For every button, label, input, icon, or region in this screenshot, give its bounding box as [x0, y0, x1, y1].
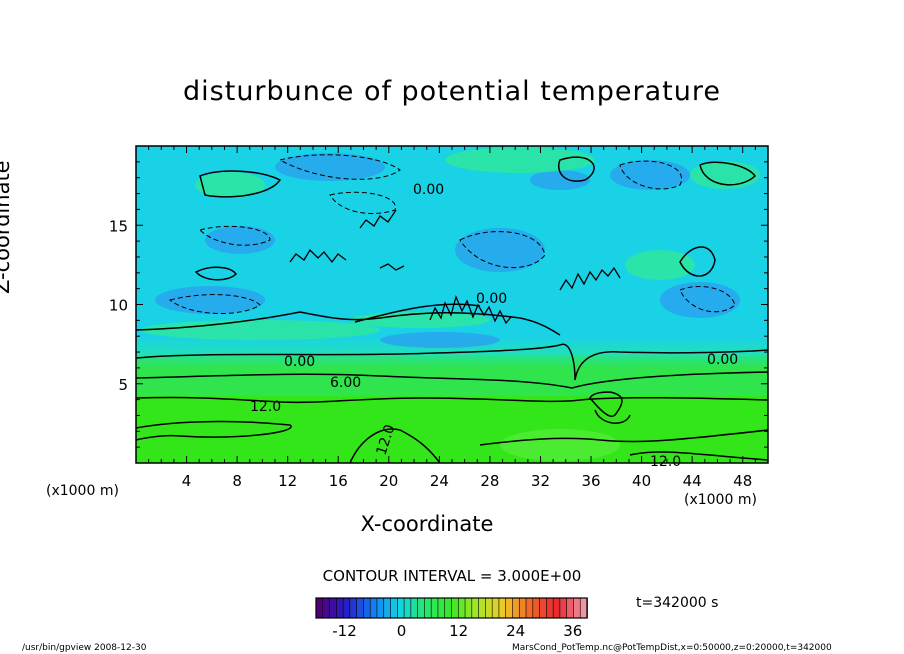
convective-cells — [289, 209, 621, 325]
contour-interval: CONTOUR INTERVAL = 3.000E+00 — [322, 567, 582, 585]
y-axis-ticks: 5 10 15 — [109, 161, 768, 448]
contour-label: 12.0 — [250, 399, 281, 415]
time-label: t=342000 s — [636, 595, 719, 611]
x-axis-label: X-coordinate — [360, 512, 494, 536]
contour-labels: 0.00 0.00 0.00 0.00 6.00 12.0 12.0 12.0 — [250, 182, 738, 470]
colorbar-cell — [478, 597, 487, 619]
colorbar-cell — [410, 597, 419, 619]
x-tick-label: 32 — [531, 472, 550, 490]
contour-label: 0.00 — [284, 354, 315, 370]
x-unit-right: (x1000 m) — [684, 492, 757, 508]
colorbar-cell — [457, 597, 466, 619]
negative-contours — [168, 154, 736, 314]
colorbar-cell — [417, 597, 426, 619]
x-tick-label: 40 — [632, 472, 651, 490]
contour-label: 0.00 — [413, 182, 444, 198]
colorbar-cell — [512, 597, 521, 619]
colorbar-cell — [552, 597, 561, 619]
colorbar-cell — [383, 597, 392, 619]
colorbar-tick-label: -12 — [332, 622, 357, 640]
colorbar-cell — [505, 597, 514, 619]
contour-label: 6.00 — [330, 375, 361, 391]
colorbar-cell — [444, 597, 453, 619]
colorbar-cell — [363, 597, 371, 619]
x-tick-label: 8 — [232, 472, 242, 490]
colorbar-cell — [342, 597, 351, 619]
colorbar-cell — [485, 597, 493, 619]
colorbar-tick-label: 24 — [506, 622, 525, 640]
colorbar-cell — [437, 597, 446, 619]
colorbar-cell — [424, 597, 432, 619]
colorbar-cell — [532, 597, 541, 619]
contour-lines — [135, 156, 769, 464]
contour-label: 0.00 — [707, 352, 738, 368]
colorbar-cell — [498, 597, 507, 619]
y-tick-label: 5 — [118, 376, 128, 394]
colorbar-cell — [471, 597, 480, 619]
colorbar-cell — [376, 597, 385, 619]
colorbar-cell — [573, 597, 582, 619]
colorbar-cell — [336, 597, 344, 619]
colorbar-cell — [396, 597, 405, 619]
x-tick-label: 24 — [430, 472, 449, 490]
cool-patches — [155, 153, 740, 348]
colorbar-cell — [430, 597, 439, 619]
x-unit-left: (x1000 m) — [46, 483, 119, 499]
colorbar-tick-label: 12 — [449, 622, 468, 640]
colorbar-tick-label: 0 — [397, 622, 407, 640]
colorbar-cell — [390, 597, 399, 619]
colorbar-cell — [464, 597, 473, 619]
colorbar-cell — [518, 597, 527, 619]
colorbar-cell — [403, 597, 412, 619]
colorbar-cell — [491, 597, 500, 619]
colorbar-cell — [329, 597, 338, 619]
colorbar-cell — [349, 597, 358, 619]
colorbar-frame — [315, 597, 588, 619]
colorbar-cell — [451, 597, 460, 619]
x-tick-label: 4 — [182, 472, 192, 490]
colorbar-cell — [546, 597, 554, 619]
x-tick-label: 48 — [733, 472, 752, 490]
colorbar-cell — [559, 597, 568, 619]
colorbar-cell — [322, 597, 331, 619]
colorbar-cell — [539, 597, 548, 619]
contour-label: 0.00 — [476, 291, 507, 307]
colorbar — [315, 597, 588, 619]
x-tick-label: 12 — [278, 472, 297, 490]
colorbar-cell — [525, 597, 534, 619]
x-tick-label: 36 — [581, 472, 600, 490]
colorbar-cell — [369, 597, 378, 619]
x-tick-label: 28 — [480, 472, 499, 490]
colorbar-tick-label: 36 — [563, 622, 582, 640]
colorbar-cell — [356, 597, 365, 619]
y-tick-label: 15 — [109, 217, 128, 235]
x-tick-label: 16 — [329, 472, 348, 490]
footer-left: /usr/bin/gpview 2008-12-30 — [22, 643, 147, 653]
x-tick-label: 44 — [683, 472, 702, 490]
x-tick-label: 20 — [379, 472, 398, 490]
warm-patches — [140, 147, 760, 340]
colorbar-cell — [315, 597, 324, 619]
chart-title: disturbunce of potential temperature — [183, 76, 721, 107]
y-axis-label: Z-coordinate — [0, 160, 14, 294]
y-tick-label: 10 — [109, 297, 128, 315]
colorbar-ticks: -12 0 12 24 36 — [332, 622, 582, 640]
colorbar-cell — [566, 597, 575, 619]
x-axis-ticks: 4 8 12 16 20 24 28 32 36 40 44 48 — [148, 146, 756, 490]
footer-right: MarsCond_PotTemp.nc@PotTempDist,x=0:5000… — [512, 643, 832, 653]
contour-label: 12.0 — [650, 454, 681, 470]
